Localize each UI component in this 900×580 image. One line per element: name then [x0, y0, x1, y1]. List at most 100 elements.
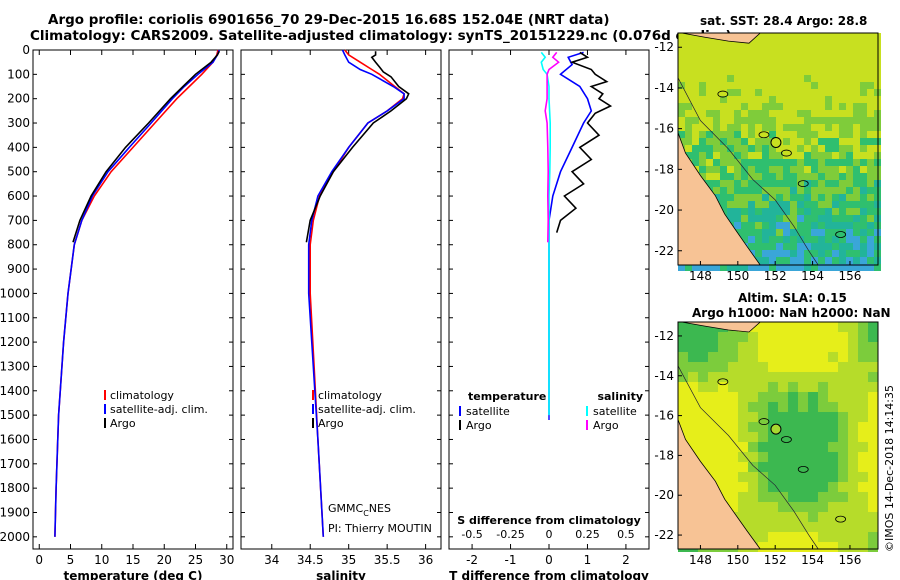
map-cell	[678, 82, 685, 89]
map-cell	[778, 392, 788, 402]
map-cell	[858, 542, 868, 552]
map-cell	[727, 89, 734, 96]
map-cell	[797, 75, 804, 82]
map-cell	[769, 215, 776, 222]
map-cell	[811, 96, 818, 103]
map-cell	[858, 482, 868, 492]
map-cell	[846, 40, 853, 47]
map-cell	[832, 124, 839, 131]
map-cell	[838, 382, 848, 392]
y-tick-label: 1000	[0, 286, 30, 300]
map-cell	[798, 492, 808, 502]
map-cell	[797, 89, 804, 96]
map-cell	[678, 61, 685, 68]
map-cell	[868, 382, 878, 392]
map-cell	[797, 215, 804, 222]
map-cell	[708, 352, 718, 362]
map-cell	[825, 54, 832, 61]
map-cell	[776, 40, 783, 47]
y-tick-label: -14	[654, 369, 674, 383]
map-cell	[778, 352, 788, 362]
map-cell	[755, 89, 762, 96]
map-cell	[825, 194, 832, 201]
map-cell	[755, 33, 762, 40]
map-cell	[860, 54, 867, 61]
map-cell	[825, 68, 832, 75]
map-cell	[769, 257, 776, 264]
map-cell	[718, 332, 728, 342]
map-cell	[758, 342, 768, 352]
map-cell	[768, 482, 778, 492]
map-cell	[692, 47, 699, 54]
y-tick-label: 1100	[0, 311, 30, 325]
map-cell	[832, 75, 839, 82]
map-cell	[797, 61, 804, 68]
map-cell	[720, 124, 727, 131]
map-cell	[804, 222, 811, 229]
map-cell	[728, 462, 738, 472]
map-cell	[776, 61, 783, 68]
map-cell	[853, 264, 860, 271]
map-cell	[828, 522, 838, 532]
map-cell	[790, 89, 797, 96]
map-cell	[720, 187, 727, 194]
y-tick-label: 1500	[0, 408, 30, 422]
map-cell	[692, 103, 699, 110]
map-cell	[783, 250, 790, 257]
map-cell	[846, 152, 853, 159]
map-cell	[818, 33, 825, 40]
map-cell	[783, 40, 790, 47]
map-cell	[748, 110, 755, 117]
map-cell	[778, 402, 788, 412]
map-cell	[748, 124, 755, 131]
map-cell	[788, 422, 798, 432]
salinity-panel: 34 34.5 35 35.5 36 salinity climatologysatelli…	[240, 49, 442, 580]
map-cell	[838, 332, 848, 342]
map-cell	[853, 47, 860, 54]
legend-label: satellite-adj. clim.	[318, 403, 416, 416]
map-cell	[868, 372, 878, 382]
map-cell	[838, 352, 848, 362]
map-cell	[734, 40, 741, 47]
map-cell	[734, 264, 741, 271]
map-cell	[825, 96, 832, 103]
map-cell	[783, 75, 790, 82]
map-cell	[808, 472, 818, 482]
map-cell	[783, 173, 790, 180]
map-cell	[738, 502, 748, 512]
map-cell	[688, 332, 698, 342]
map-cell	[755, 68, 762, 75]
map-cell	[748, 229, 755, 236]
map-cell	[832, 208, 839, 215]
gmmc-label: GMMCCNES	[328, 502, 391, 518]
map-cell	[788, 482, 798, 492]
map-cell	[853, 180, 860, 187]
map-cell	[748, 462, 758, 472]
map-cell	[738, 372, 748, 382]
map-cell	[858, 412, 868, 422]
map-cell	[848, 482, 858, 492]
map-cell	[769, 173, 776, 180]
map-cell	[868, 332, 878, 342]
map-cell	[828, 492, 838, 502]
map-cell	[853, 33, 860, 40]
map-cell	[867, 194, 874, 201]
y-tick-label: 2000	[0, 530, 30, 544]
y-tick-label: 1800	[0, 481, 30, 495]
map-cell	[846, 96, 853, 103]
map-cell	[797, 173, 804, 180]
map-cell	[748, 492, 758, 502]
map-cell	[762, 110, 769, 117]
map-cell	[728, 372, 738, 382]
map-cell	[776, 229, 783, 236]
map-cell	[868, 492, 878, 502]
map-cell	[718, 362, 728, 372]
map-cell	[798, 402, 808, 412]
sla-map: 148 150 152 154 156 -12 -14 -16 -18 -20 -22	[654, 321, 879, 567]
map-cell	[828, 502, 838, 512]
map-cell	[748, 432, 758, 442]
y-tick-label: 1200	[0, 335, 30, 349]
map-cell	[808, 442, 818, 452]
map-cell	[853, 173, 860, 180]
map-cell	[790, 110, 797, 117]
